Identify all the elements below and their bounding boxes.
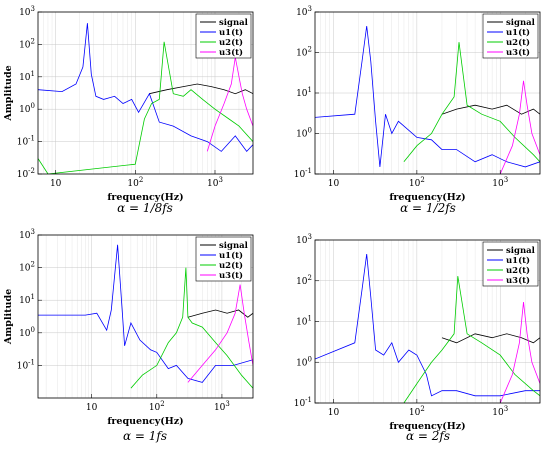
legend-box [482,13,539,59]
y-tick-label: 102 [19,37,35,50]
y-tick-label: 100 [19,102,35,115]
series-group [315,254,540,403]
legend-label: u1(t) [506,27,530,38]
x-tick-label: 10 [50,179,62,189]
legend-label: signal [506,246,536,256]
y-tick-label: 101 [19,70,35,83]
axes-frame [37,11,254,175]
x-tick-label: 10 [86,403,98,413]
series-line-signal [441,104,540,115]
y-tick-label: 101 [296,315,312,328]
series-line-signal [187,309,253,318]
series-line-u2t [403,276,540,403]
y-tick-label: 10-1 [294,396,312,409]
panel-2: 10 102 103 10-1 100 101 102 103 frequency(Hz) sig… [294,5,541,215]
x-tick-label: 10 [328,179,340,189]
series-line-u2t [130,267,253,389]
series-line-signal [441,333,540,344]
y-tick-label: 101 [19,293,35,306]
y-tick-label: 10-2 [17,167,35,180]
legend-label: u1(t) [219,27,243,38]
series-line-u2t [38,41,253,174]
panel-caption: α = 1/2fs [400,201,456,215]
x-axis-label: frequency(Hz) [107,416,183,427]
panel-3: 10 102 103 10-1 100 101 102 103 frequency(Hz) Amp… [3,228,254,443]
y-tick-label: 100 [19,326,35,339]
legend-label: signal [506,18,536,28]
legend-label: signal [219,241,249,251]
series-line-u1t [315,254,540,397]
panel-caption: α = 2fs [406,429,450,443]
y-tick-label: 103 [19,5,35,18]
panel-1: 10 102 103 10-2 10-1 100 101 102 103 frequency(Hz… [3,5,254,215]
y-tick-label: 10-1 [294,167,312,180]
legend-box [482,241,539,287]
y-axis-label: Amplitude [3,65,14,121]
y-tick-label: 103 [296,233,312,246]
legend-label: u3(t) [506,47,530,58]
x-axis-label: frequency(Hz) [389,421,465,432]
legend-label: u3(t) [219,270,243,281]
x-axis-label: frequency(Hz) [389,192,465,203]
y-tick-label: 101 [296,86,312,99]
y-tick-label: 103 [296,5,312,18]
legend-label: u3(t) [219,47,243,58]
x-tick-label: 102 [149,400,165,413]
legend-box [195,13,252,59]
y-tick-label: 102 [296,46,312,59]
series-line-u1t [315,25,540,168]
x-tick-label: 102 [409,405,425,418]
axes-frame [37,234,254,399]
x-tick-label: 102 [409,176,425,189]
y-tick-label: 100 [296,355,312,368]
y-tick-label: 100 [296,127,312,140]
legend-label: u2(t) [506,265,530,276]
y-tick-label: 103 [19,228,35,241]
x-tick-label: 103 [492,176,508,189]
y-tick-label: 10-1 [17,135,35,148]
panel-caption: α = 1/8fs [117,201,173,215]
y-tick-label: 102 [19,261,35,274]
y-tick-label: 10-1 [17,358,35,371]
series-line-u1t [38,244,253,383]
y-tick-label: 102 [296,274,312,287]
series-line-u3t [187,284,253,383]
x-tick-label: 10 [328,408,340,418]
series-line-u3t [499,302,540,403]
x-tick-label: 102 [127,176,143,189]
y-axis-label: Amplitude [3,289,14,345]
series-line-u3t [499,80,540,174]
legend-label: u2(t) [219,260,243,271]
series-line-u1t [38,23,253,153]
x-tick-label: 103 [207,176,223,189]
legend-label: u2(t) [506,37,530,48]
series-line-u2t [403,42,540,163]
legend-label: u3(t) [506,275,530,286]
legend-label: u2(t) [219,37,243,48]
panel-4: 10 102 103 10-1 100 101 102 103 frequency(Hz) sig… [294,233,541,443]
legend-label: signal [219,18,249,28]
x-tick-label: 103 [214,400,230,413]
x-tick-label: 103 [492,405,508,418]
legend-box [195,236,252,282]
panel-caption: α = 1fs [123,429,167,443]
x-axis-label: frequency(Hz) [107,192,183,203]
legend-label: u1(t) [219,250,243,261]
series-group [315,25,540,174]
legend-label: u1(t) [506,255,530,266]
series-group [38,244,253,389]
